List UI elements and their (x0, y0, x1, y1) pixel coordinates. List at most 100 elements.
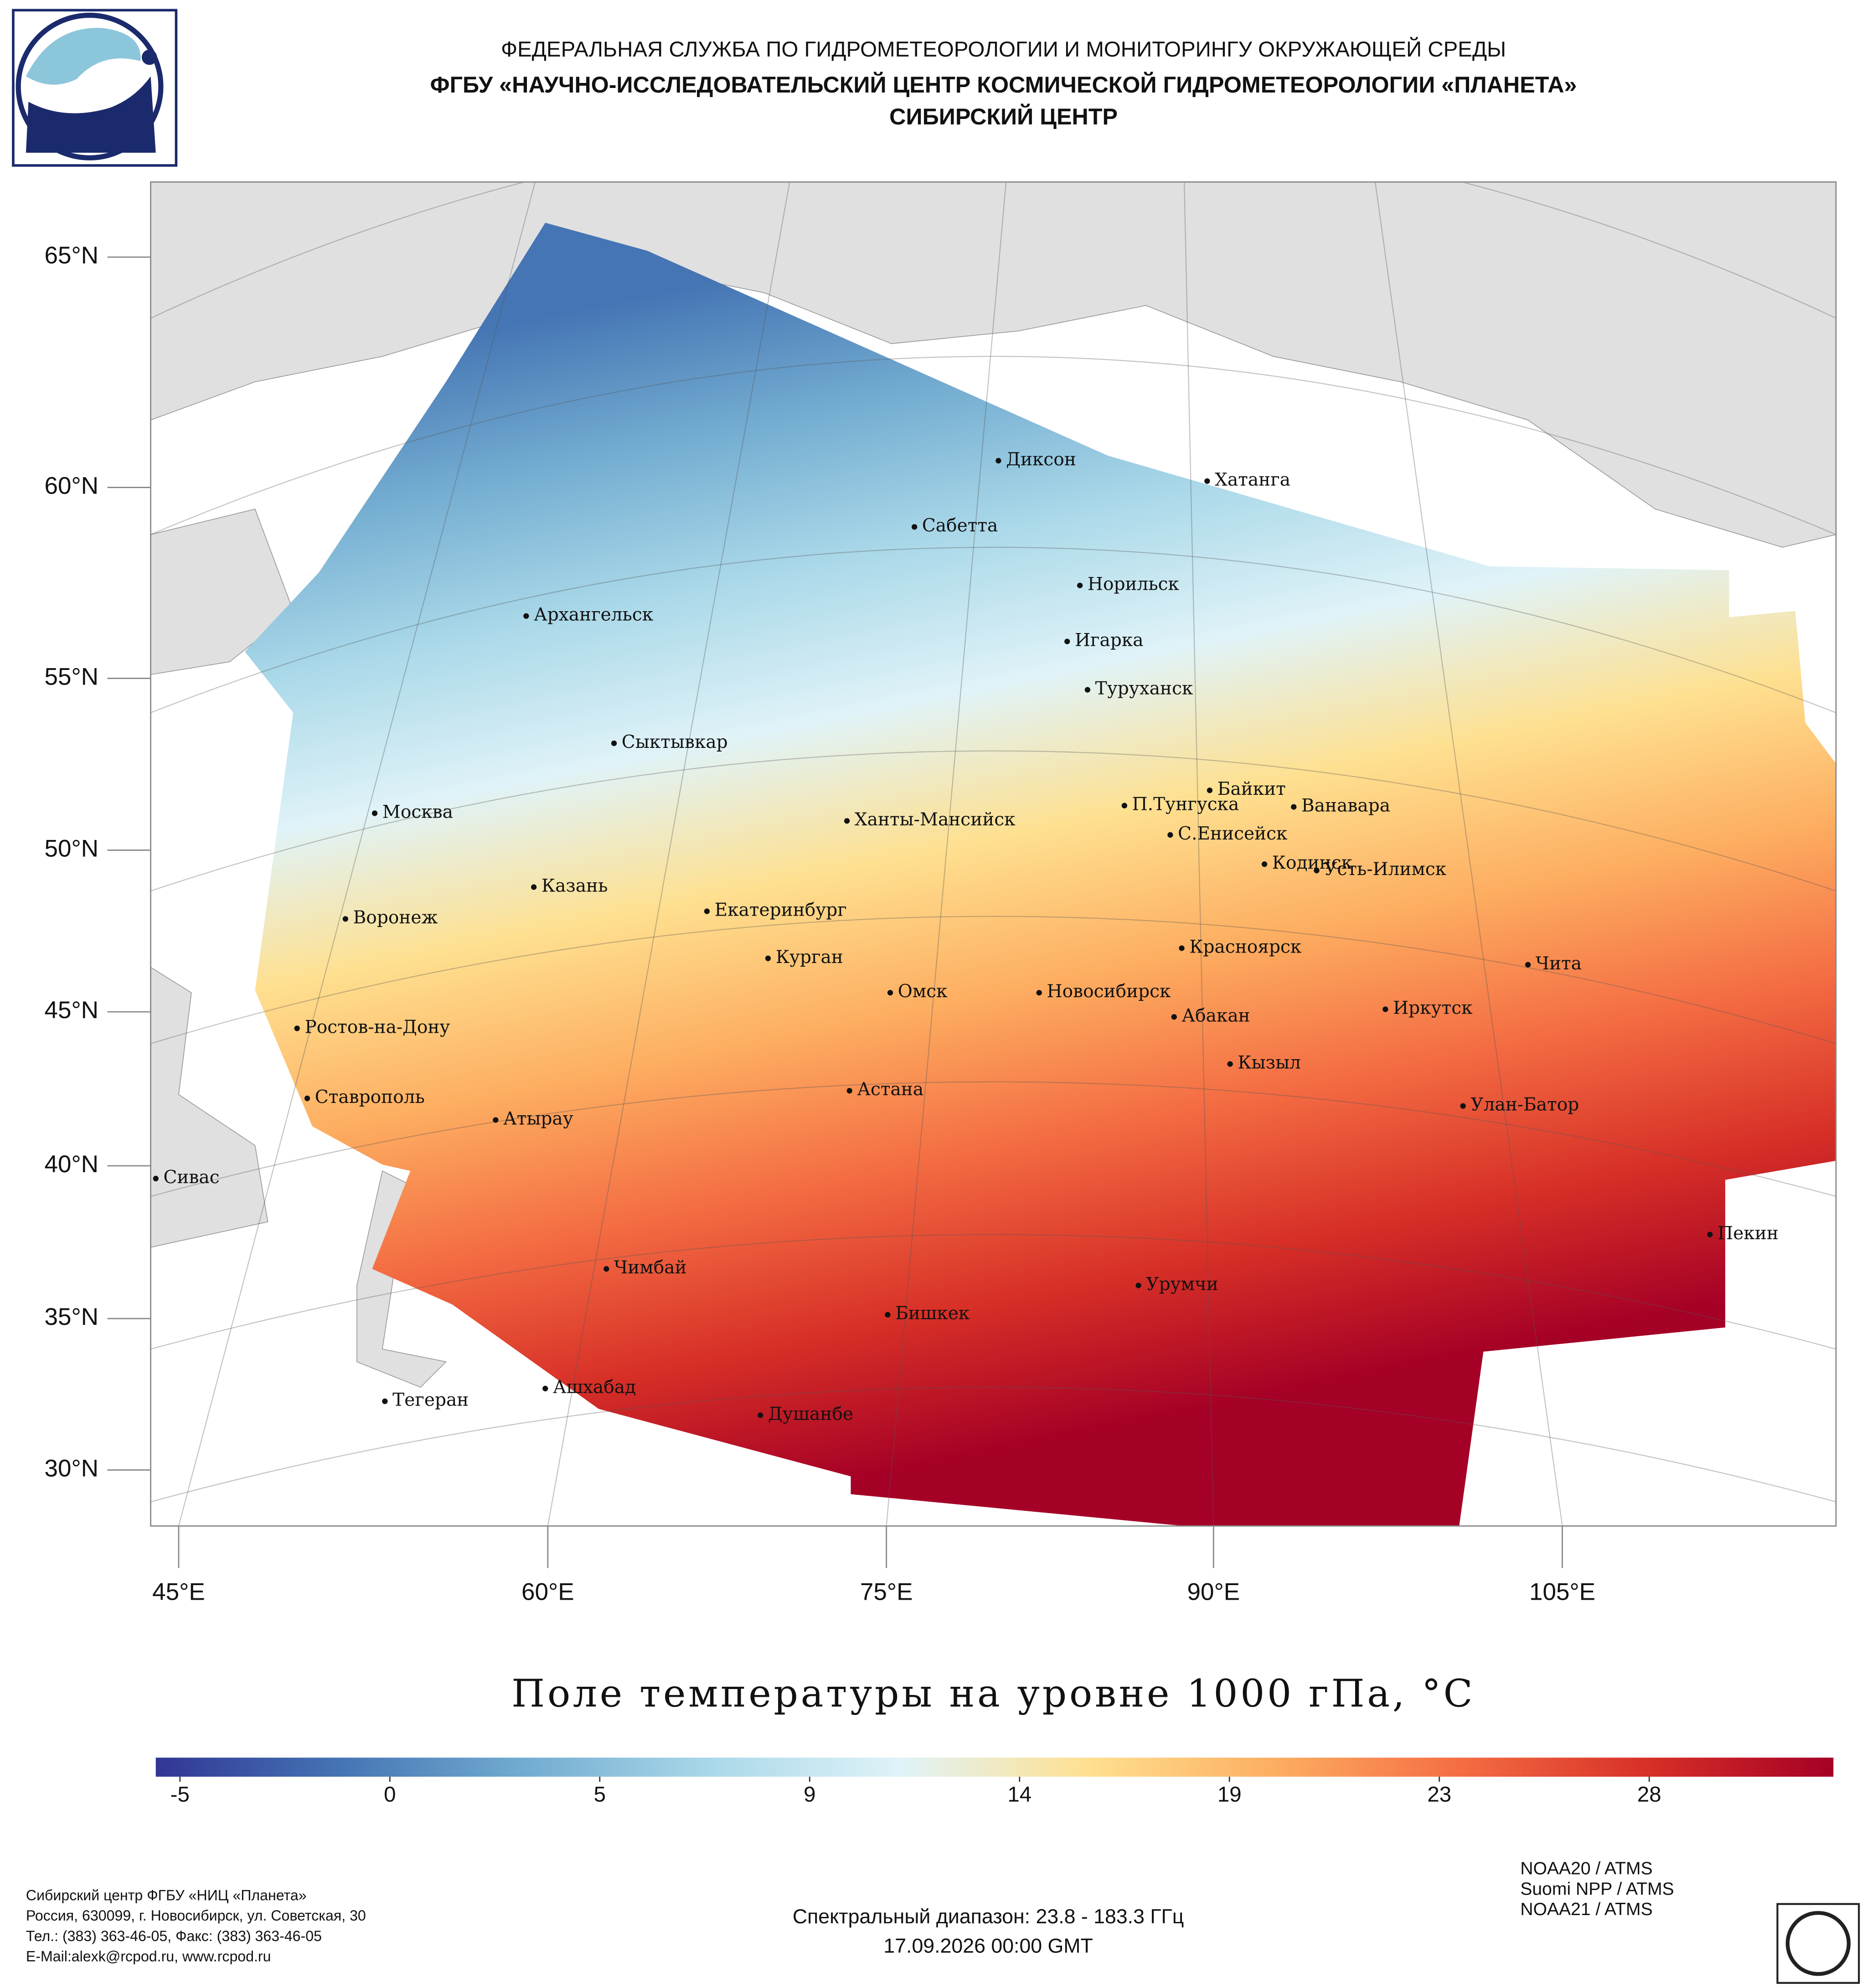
city-dot (1064, 639, 1070, 644)
address-line: Тел.: (383) 363-46-05, Факс: (383) 363-4… (26, 1928, 322, 1944)
colorbar-label: 19 (1217, 1782, 1242, 1807)
city-dot (1382, 1006, 1388, 1012)
city-label: Сабетта (922, 515, 998, 536)
city-dot (846, 1088, 852, 1094)
city-dot (1204, 478, 1210, 484)
city-dot (304, 1095, 310, 1102)
spectral-range: Спектральный диапазон: 23.8 - 183.3 ГГц (793, 1906, 1184, 1928)
temperature-field (245, 222, 1836, 1526)
city-dot (371, 810, 378, 816)
city-label: Екатеринбург (715, 900, 847, 920)
city-label: Курган (776, 947, 843, 968)
city-dot (758, 1412, 763, 1418)
city-label: Кызыл (1238, 1053, 1301, 1073)
address-line: Россия, 630099, г. Новосибирск, ул. Сове… (26, 1907, 366, 1924)
city-dot (342, 916, 348, 922)
city-dot (1261, 861, 1268, 867)
colorbar-label: -5 (170, 1782, 190, 1807)
city-label: Астана (857, 1079, 923, 1100)
city-label: Сыктывкар (622, 732, 728, 752)
city-dot (1135, 1282, 1141, 1288)
city-dot (1121, 803, 1128, 809)
city-label: Игарка (1075, 630, 1144, 650)
map-title: Поле температуры на уровне 1000 гПа, °C (511, 1671, 1475, 1716)
city-label: Тегеран (392, 1390, 469, 1411)
lat-label: 40°N (45, 1151, 99, 1178)
city-dot (493, 1117, 499, 1123)
lon-label: 90°E (1187, 1578, 1240, 1605)
city-label: Чита (1536, 953, 1582, 974)
city-dot (887, 990, 893, 996)
lat-label: 55°N (45, 663, 99, 690)
lat-label: 45°N (45, 997, 99, 1024)
city-dot (1036, 990, 1042, 996)
city-label: Москва (382, 802, 453, 822)
city-label: Казань (542, 876, 608, 896)
lon-label: 45°E (152, 1578, 205, 1605)
agency: ФЕДЕРАЛЬНАЯ СЛУЖБА ПО ГИДРОМЕТЕОРОЛОГИИ … (501, 36, 1506, 62)
city-label: П.Тунгуска (1132, 794, 1239, 815)
city-label: Ростов-на-Дону (304, 1017, 450, 1037)
city-label: Бишкек (895, 1303, 970, 1324)
city-label: Чимбай (614, 1257, 687, 1278)
city-label: Душанбе (768, 1404, 853, 1424)
lat-label: 60°N (45, 473, 99, 500)
city-dot (765, 955, 771, 961)
satellite: NOAA20 / ATMS (1520, 1859, 1652, 1879)
city-dot (294, 1025, 300, 1031)
city-label: Новосибирск (1047, 981, 1171, 1002)
city-label: Сивас (163, 1167, 219, 1188)
city-label: Омск (898, 981, 948, 1002)
city-label: Абакан (1182, 1005, 1250, 1026)
city-dot (885, 1312, 891, 1318)
city-label: Ставрополь (315, 1087, 425, 1107)
colorbar-label: 28 (1637, 1782, 1661, 1807)
colorbar-label: 23 (1427, 1782, 1451, 1807)
city-label: Улан-Батор (1470, 1095, 1579, 1115)
city-label: Ашхабад (553, 1377, 636, 1398)
city-dot (1077, 582, 1083, 588)
graticule (150, 182, 1836, 1526)
city-dot (1171, 1014, 1177, 1020)
city-dot (1084, 687, 1091, 693)
lat-label: 30°N (45, 1455, 99, 1482)
logo (12, 9, 178, 167)
address: Сибирский центр ФГБУ «НИЦ «Планета» Росс… (26, 1887, 366, 1964)
city-dot (382, 1398, 388, 1404)
colorbar-label: 14 (1007, 1782, 1031, 1807)
city-label: Иркутск (1393, 998, 1472, 1019)
satellite: NOAA21 / ATMS (1520, 1900, 1652, 1919)
city-label: Диксон (1006, 449, 1076, 470)
city-dot (1314, 867, 1320, 874)
city-dot (1291, 804, 1297, 810)
city-dot (603, 1266, 609, 1272)
lon-label: 105°E (1529, 1578, 1595, 1605)
lat-label: 65°N (45, 242, 99, 269)
city-label: Воронеж (353, 907, 438, 928)
city-dot (1707, 1231, 1713, 1237)
lat-label: 35°N (45, 1303, 99, 1330)
lon-label: 60°E (521, 1578, 574, 1605)
lat-label: 50°N (45, 835, 99, 862)
city-label: Атырау (503, 1108, 573, 1129)
caspian-sea (356, 1170, 447, 1388)
city-label: Усть-Илимск (1324, 859, 1446, 880)
city-label: Байкит (1217, 779, 1286, 799)
iso-badge (1776, 1903, 1860, 1984)
map-frame (150, 181, 1837, 1527)
colorbar-label: 5 (594, 1782, 606, 1807)
city-label: Норильск (1088, 574, 1179, 595)
city-dot (1207, 788, 1213, 793)
center: СИБИРСКИЙ ЦЕНТР (889, 103, 1118, 129)
colorbar-label: 0 (384, 1782, 396, 1807)
satellites: NOAA20 / ATMS Suomi NPP / ATMS NOAA21 / … (1520, 1859, 1674, 1919)
city-dot (611, 740, 617, 747)
city-dot (1227, 1061, 1233, 1067)
satellite: Suomi NPP / ATMS (1520, 1879, 1674, 1899)
city-dot (542, 1385, 548, 1391)
city-dot (531, 884, 537, 890)
city-label: Архангельск (534, 605, 653, 625)
city-label: Кодинск (1272, 853, 1352, 873)
